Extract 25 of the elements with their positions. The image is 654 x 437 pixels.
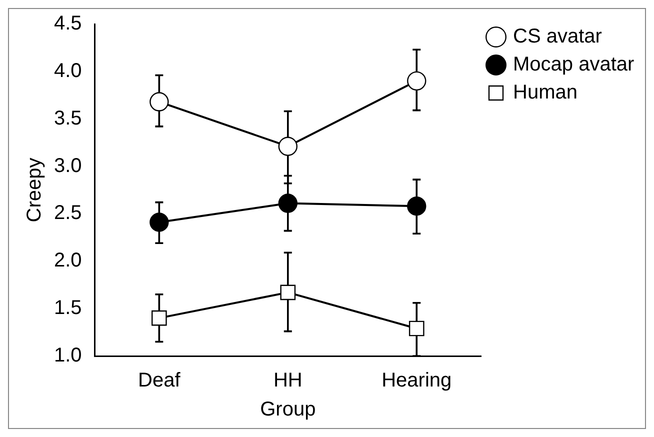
legend-label: Human <box>513 82 578 104</box>
y-tick-label: 1.5 <box>54 297 82 320</box>
legend-label: Mocap avatar <box>513 54 635 76</box>
y-tick-label: 2.5 <box>54 202 82 224</box>
y-tick-label: 3.5 <box>54 107 82 130</box>
y-tick-label: 1.0 <box>54 344 82 367</box>
y-tick-label: 2.0 <box>54 250 82 272</box>
point <box>280 284 296 300</box>
y-axis-title: Creepy <box>24 158 46 222</box>
x-tick-label: Deaf <box>138 370 181 392</box>
point <box>278 136 298 156</box>
point <box>150 92 169 112</box>
legend-label: CS avatar <box>513 26 602 48</box>
point <box>407 71 426 91</box>
point <box>278 194 298 213</box>
y-tick-label: 3.0 <box>54 154 82 177</box>
y-tick-label: 4.5 <box>54 12 82 35</box>
point <box>150 212 169 232</box>
point <box>408 320 424 336</box>
point <box>152 310 167 326</box>
y-tick-label: 4.0 <box>54 60 82 82</box>
x-tick-label: Hearing <box>382 370 452 392</box>
x-tick-label: HH <box>273 370 302 392</box>
point <box>407 196 426 216</box>
x-axis-title: Group <box>260 398 316 421</box>
